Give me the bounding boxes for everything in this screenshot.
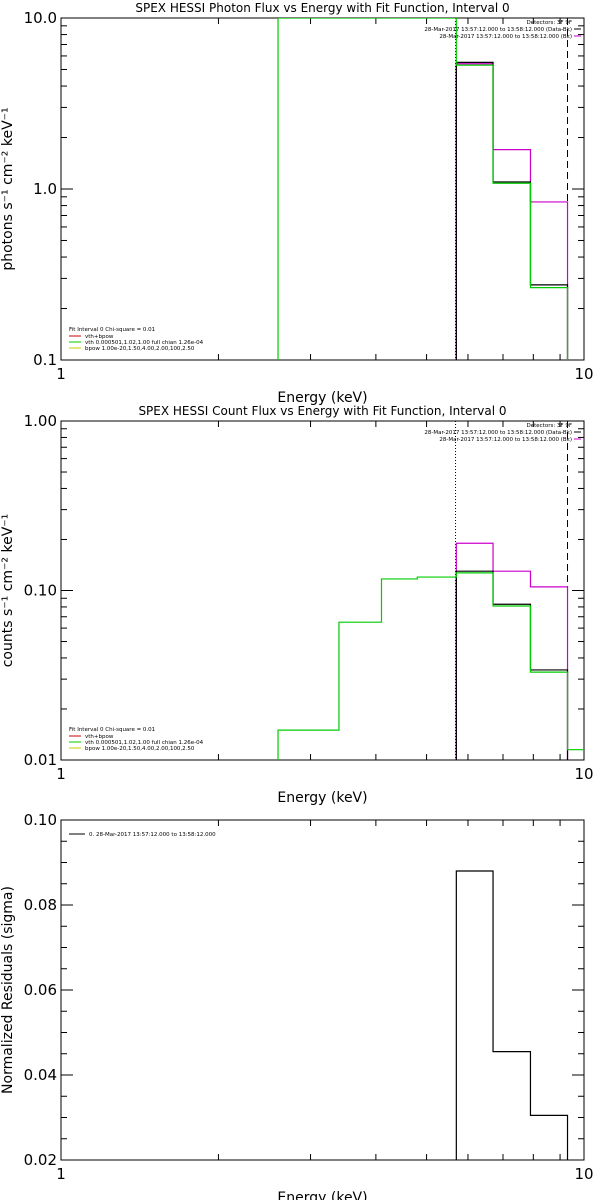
series-vth-step [277,572,584,760]
legend-bottom-entry: vth 0.000501,1.02,1.00 full chian 1.26e-… [85,340,204,346]
legend-top-entry: 28-Mar-2017 13:57:12.000 to 13:58:12.000… [424,27,572,33]
legend-top-entry: 28-Mar-2017 13:57:12.000 to 13:58:12.000… [439,34,572,40]
legend-fit-title: Fit Interval 0 Chi-square = 0.01 [69,727,155,733]
legend-bottom-entry: vth 0.000501,1.02,1.00 full chian 1.26e-… [85,740,204,746]
plot-frame [60,819,585,1161]
x-tick-label: 10 [574,1165,593,1183]
plot-frame [60,17,585,361]
plot-frame [60,420,585,761]
series-data-step [455,61,569,360]
y-tick-label: 0.04 [24,1066,57,1084]
series-vth-step [277,18,569,360]
y-tick-label: 0.02 [24,1151,57,1169]
y-tick-label: 1.0 [33,180,57,198]
legend-top-entry: 28-Mar-2017 13:57:12.000 to 13:58:12.000… [424,430,572,436]
y-tick-label: 0.10 [24,582,57,600]
x-tick-label: 1 [56,365,66,383]
series-residual-step [455,870,569,1160]
y-tick-label: 0.10 [24,811,57,829]
x-tick-label: 1 [56,765,66,783]
chart-panel-2: SPEX HESSI Count Flux vs Energy with Fit… [0,404,594,806]
legend-fit-title: Fit Interval 0 Chi-square = 0.01 [69,327,155,333]
y-tick-label: 0.1 [33,351,57,369]
series-background-step [455,63,569,360]
y-axis-label: photons s⁻¹ cm⁻² keV⁻¹ [0,107,16,270]
legend-residual-entry: 0. 28-Mar-2017 13:57:12.000 to 13:58:12.… [89,832,216,838]
x-axis-label: Energy (keV) [277,1190,367,1200]
chart-panel-1: SPEX HESSI Photon Flux vs Energy with Fi… [0,1,594,406]
legend-bottom-entry: vth+bpow [85,334,114,340]
legend-top-entry: 28-Mar-2017 13:57:12.000 to 13:58:12.000… [439,437,572,443]
series-data-step [455,570,569,760]
detectors-label: Detectors: 3F 9F [526,423,572,429]
y-tick-label: 1.00 [24,412,57,430]
y-tick-label: 0.01 [24,751,57,769]
plot-area [277,18,569,360]
plot-area [277,421,584,760]
x-axis-label: Energy (keV) [277,390,367,406]
plot-area [455,870,569,1160]
y-tick-label: 0.08 [24,896,57,914]
y-axis-label: counts s⁻¹ cm⁻² keV⁻¹ [0,514,16,668]
legend-bottom-entry: vth+bpow [85,734,114,740]
x-tick-label: 10 [574,765,593,783]
series-background-step [455,542,569,760]
x-axis-label: Energy (keV) [277,790,367,806]
detectors-label: Detectors: 3F 9F [526,20,572,26]
chart-panel-3: 1 10 0.02 0.04 0.06 0.08 0.10 Energy (keV) Norma… [0,811,594,1200]
x-tick-label: 10 [574,365,593,383]
y-axis-label: Normalized Residuals (sigma) [0,886,16,1094]
legend-bottom-entry: bpow 1.00e-20,1.50,4.00,2.00,100,2.50 [85,746,195,752]
chart-title: SPEX HESSI Photon Flux vs Energy with Fi… [135,1,509,15]
x-tick-label: 1 [56,1165,66,1183]
y-tick-label: 0.06 [24,981,57,999]
chart-title: SPEX HESSI Count Flux vs Energy with Fit… [138,404,506,418]
legend-bottom-entry: bpow 1.00e-20,1.50,4.00,2.00,100,2.50 [85,346,195,352]
y-tick-label: 10.0 [24,9,57,27]
